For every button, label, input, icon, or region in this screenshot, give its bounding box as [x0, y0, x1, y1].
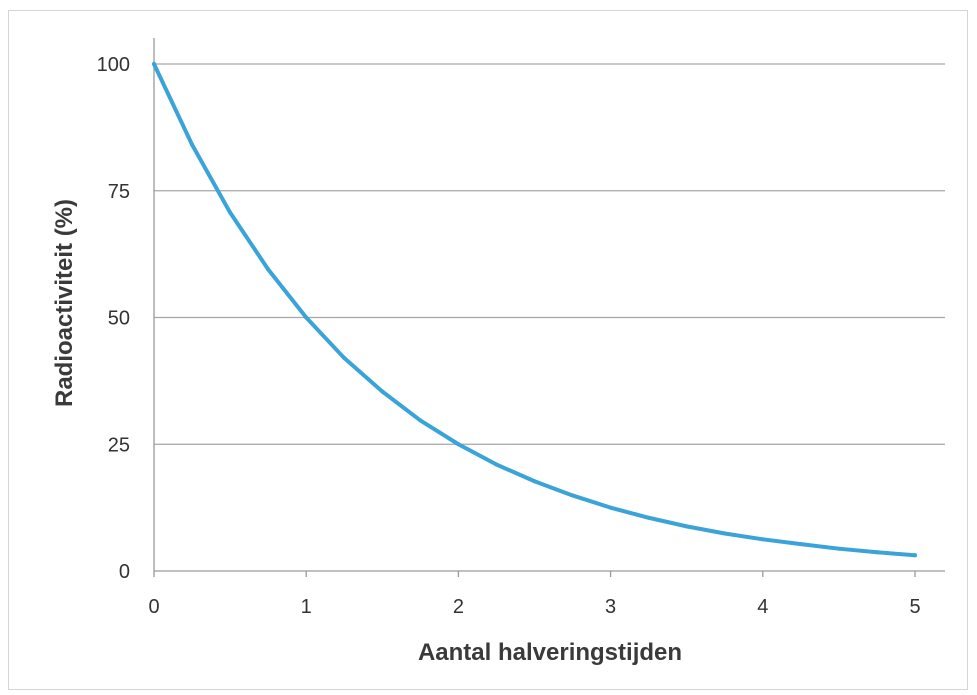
- data-point-0-15: [722, 531, 727, 536]
- data-point-0-11: [570, 493, 575, 498]
- data-point-0-9: [494, 462, 499, 467]
- data-point-0-4: [304, 315, 309, 320]
- y-axis-title: Radioactiviteit (%): [51, 199, 78, 407]
- y-tick-label-25: 25: [108, 434, 130, 456]
- data-point-0-6: [380, 389, 385, 394]
- y-tick-label-75: 75: [108, 181, 130, 203]
- x-tick-label-1: 1: [301, 596, 312, 618]
- data-point-0-12: [608, 505, 613, 510]
- y-tick-label-100: 100: [97, 54, 130, 76]
- data-point-0-14: [684, 524, 689, 529]
- data-point-0-5: [342, 356, 347, 361]
- data-point-0-19: [874, 550, 879, 555]
- data-point-0-16: [760, 537, 765, 542]
- x-tick-label-3: 3: [605, 596, 616, 618]
- data-point-0-17: [798, 542, 803, 547]
- x-tick-label-2: 2: [453, 596, 464, 618]
- data-point-0-18: [836, 546, 841, 551]
- y-tick-labels: 0 25 50 75 100: [97, 54, 130, 583]
- x-tick-labels: 0 1 2 3 4 5: [148, 596, 920, 618]
- data-point-0-10: [532, 479, 537, 484]
- x-tick-label-4: 4: [757, 596, 768, 618]
- data-point-0-3: [266, 267, 271, 272]
- data-point-0-2: [228, 210, 233, 215]
- data-point-0-7: [418, 418, 423, 423]
- x-axis-title: Aantal halveringstijden: [418, 639, 682, 666]
- data-point-0-8: [456, 442, 461, 447]
- y-tick-label-0: 0: [119, 561, 130, 583]
- series-group: [152, 62, 917, 558]
- y-tick-label-50: 50: [108, 308, 130, 330]
- x-tick-label-0: 0: [148, 596, 159, 618]
- grid-lines: [154, 63, 945, 445]
- data-point-0-20: [913, 553, 917, 558]
- x-tick-label-5: 5: [909, 596, 920, 618]
- data-point-0-13: [646, 515, 651, 520]
- data-point-0-1: [190, 142, 195, 147]
- chart-frame: [8, 10, 968, 690]
- axes: [153, 38, 945, 577]
- data-point-0-0: [152, 62, 156, 66]
